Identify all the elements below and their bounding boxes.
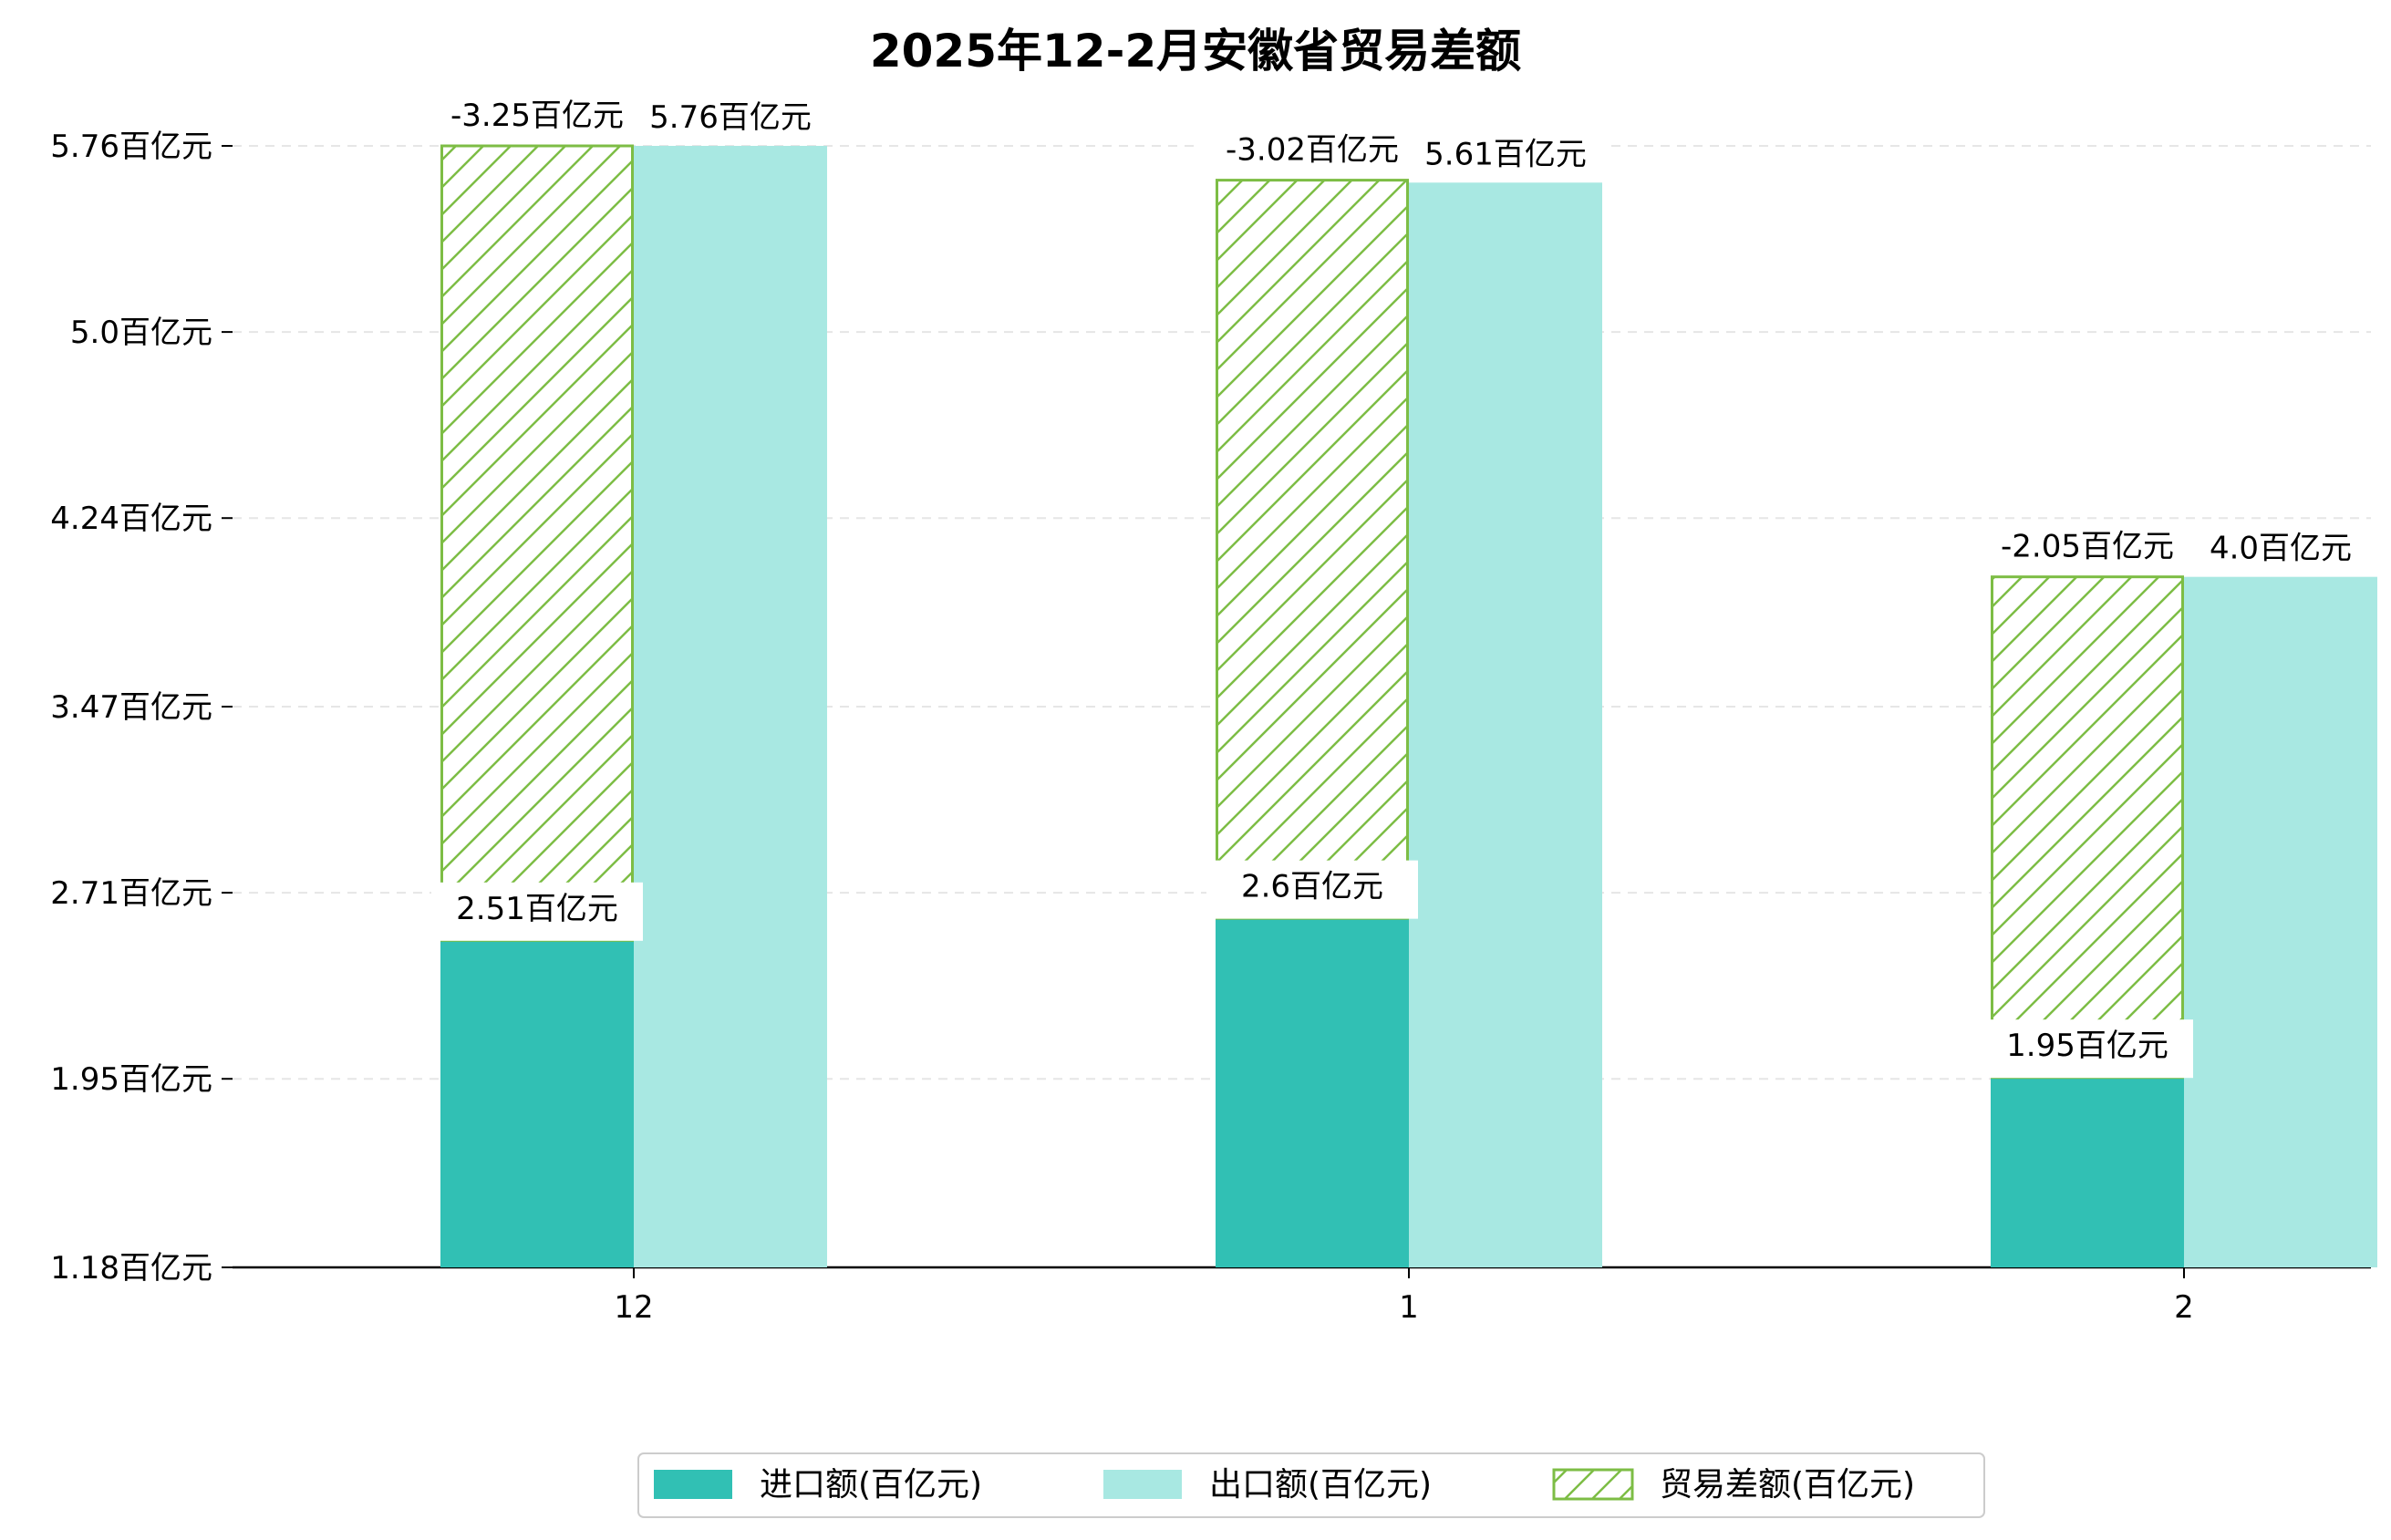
balance-label-bg [1976,522,2199,574]
export-label-bg [626,93,835,140]
balance-data-label: -3.25百亿元 [450,98,624,134]
balance-data-label: -3.02百亿元 [1226,132,1399,169]
import-bar [1991,1079,2184,1267]
export-label-bg [2176,523,2386,572]
import-bar [1216,919,1409,1267]
legend-swatch-export [1103,1470,1182,1499]
import-label-bg [1206,860,1418,919]
import-data-label: 2.6百亿元 [1241,869,1383,905]
balance-label-bg [1201,125,1423,177]
chart-title: 2025年12-2月安徽省贸易差额 [870,25,1521,78]
legend-box [637,1452,1985,1518]
legend-swatch-balance [1552,1468,1634,1501]
y-tick-label: 5.76百亿元 [50,129,212,165]
y-tick-label: 1.95百亿元 [50,1061,212,1098]
x-axis: 12 1 2 [233,1266,2371,1326]
import-data-label: 1.95百亿元 [2006,1028,2168,1064]
y-tick-label: 2.71百亿元 [50,875,212,912]
y-tick-label: 3.47百亿元 [50,689,212,726]
x-tick-label: 2 [2174,1289,2194,1326]
data-labels: 5.76百亿元 -3.25百亿元 2.51百亿元 5.61百亿元 -3.02百亿元 2.6… [426,91,2386,1079]
legend-label: 进口额(百亿元) [760,1466,982,1504]
legend: 进口额(百亿元) 出口额(百亿元) 贸易差额(百亿元) [637,1452,1985,1518]
balance-label-bg [426,91,648,142]
export-data-label: 4.0百亿元 [2210,531,2352,567]
export-label-bg [1401,129,1610,178]
balance-bar [440,144,634,944]
x-tick-label: 12 [614,1289,653,1326]
bars [440,144,2377,1268]
y-axis: 1.18百亿元 1.95百亿元 2.71百亿元 3.47百亿元 4.24百亿元 5.0百亿… [50,129,233,1287]
balance-bar [1216,179,1409,922]
y-tick-label: 1.18百亿元 [50,1250,212,1287]
export-data-label: 5.76百亿元 [649,99,812,136]
import-bar [440,941,634,1267]
import-label-bg [1982,1019,2193,1079]
export-data-label: 5.61百亿元 [1424,136,1587,172]
balance-data-label: -2.05百亿元 [2001,529,2174,565]
legend-label: 贸易差额(百亿元) [1660,1466,1915,1504]
balance-bar [1991,575,2184,1080]
x-tick-label: 1 [1399,1289,1419,1326]
y-tick-label: 4.24百亿元 [50,501,212,537]
export-bar [2184,576,2377,1267]
y-tick-label: 5.0百亿元 [70,315,212,351]
legend-label: 出口额(百亿元) [1209,1466,1432,1504]
export-bar [634,146,827,1267]
legend-swatch-import [654,1470,732,1499]
import-label-bg [431,882,643,941]
import-data-label: 2.51百亿元 [456,891,618,927]
export-bar [1409,182,1602,1268]
